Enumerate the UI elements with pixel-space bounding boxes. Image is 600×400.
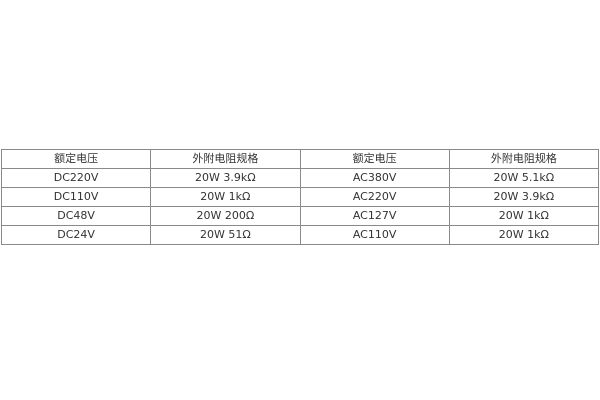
header-row: 额定电压 外附电阻规格 额定电压 外附电阻规格: [0, 149, 600, 169]
resistor-spec-table: 额定电压 外附电阻规格 额定电压 外附电阻规格 DC220V 20W 3.9kΩ…: [0, 149, 600, 245]
table-row: DC24V 20W 51Ω AC110V 20W 1kΩ: [0, 225, 600, 245]
cell: AC220V: [299, 187, 450, 207]
table-row: DC48V 20W 200Ω AC127V 20W 1kΩ: [0, 206, 600, 226]
table-row: DC110V 20W 1kΩ AC220V 20W 3.9kΩ: [0, 187, 600, 207]
cell: 20W 1kΩ: [448, 206, 600, 226]
cell: 20W 5.1kΩ: [448, 168, 600, 188]
cell: 20W 3.9kΩ: [150, 168, 301, 188]
cell: AC110V: [299, 225, 450, 245]
header-rated-voltage: 额定电压: [299, 149, 450, 169]
cell: 20W 1kΩ: [150, 187, 301, 207]
cell: 20W 3.9kΩ: [448, 187, 600, 207]
cell: AC380V: [299, 168, 450, 188]
table-row: DC220V 20W 3.9kΩ AC380V 20W 5.1kΩ: [0, 168, 600, 188]
cell: 20W 200Ω: [150, 206, 301, 226]
cell: DC110V: [0, 187, 152, 207]
cell: DC48V: [0, 206, 152, 226]
cell: DC220V: [0, 168, 152, 188]
cell: DC24V: [0, 225, 152, 245]
cell: 20W 1kΩ: [448, 225, 600, 245]
header-rated-voltage: 额定电压: [0, 149, 152, 169]
header-resistor-spec: 外附电阻规格: [150, 149, 301, 169]
header-resistor-spec: 外附电阻规格: [448, 149, 600, 169]
cell: AC127V: [299, 206, 450, 226]
cell: 20W 51Ω: [150, 225, 301, 245]
